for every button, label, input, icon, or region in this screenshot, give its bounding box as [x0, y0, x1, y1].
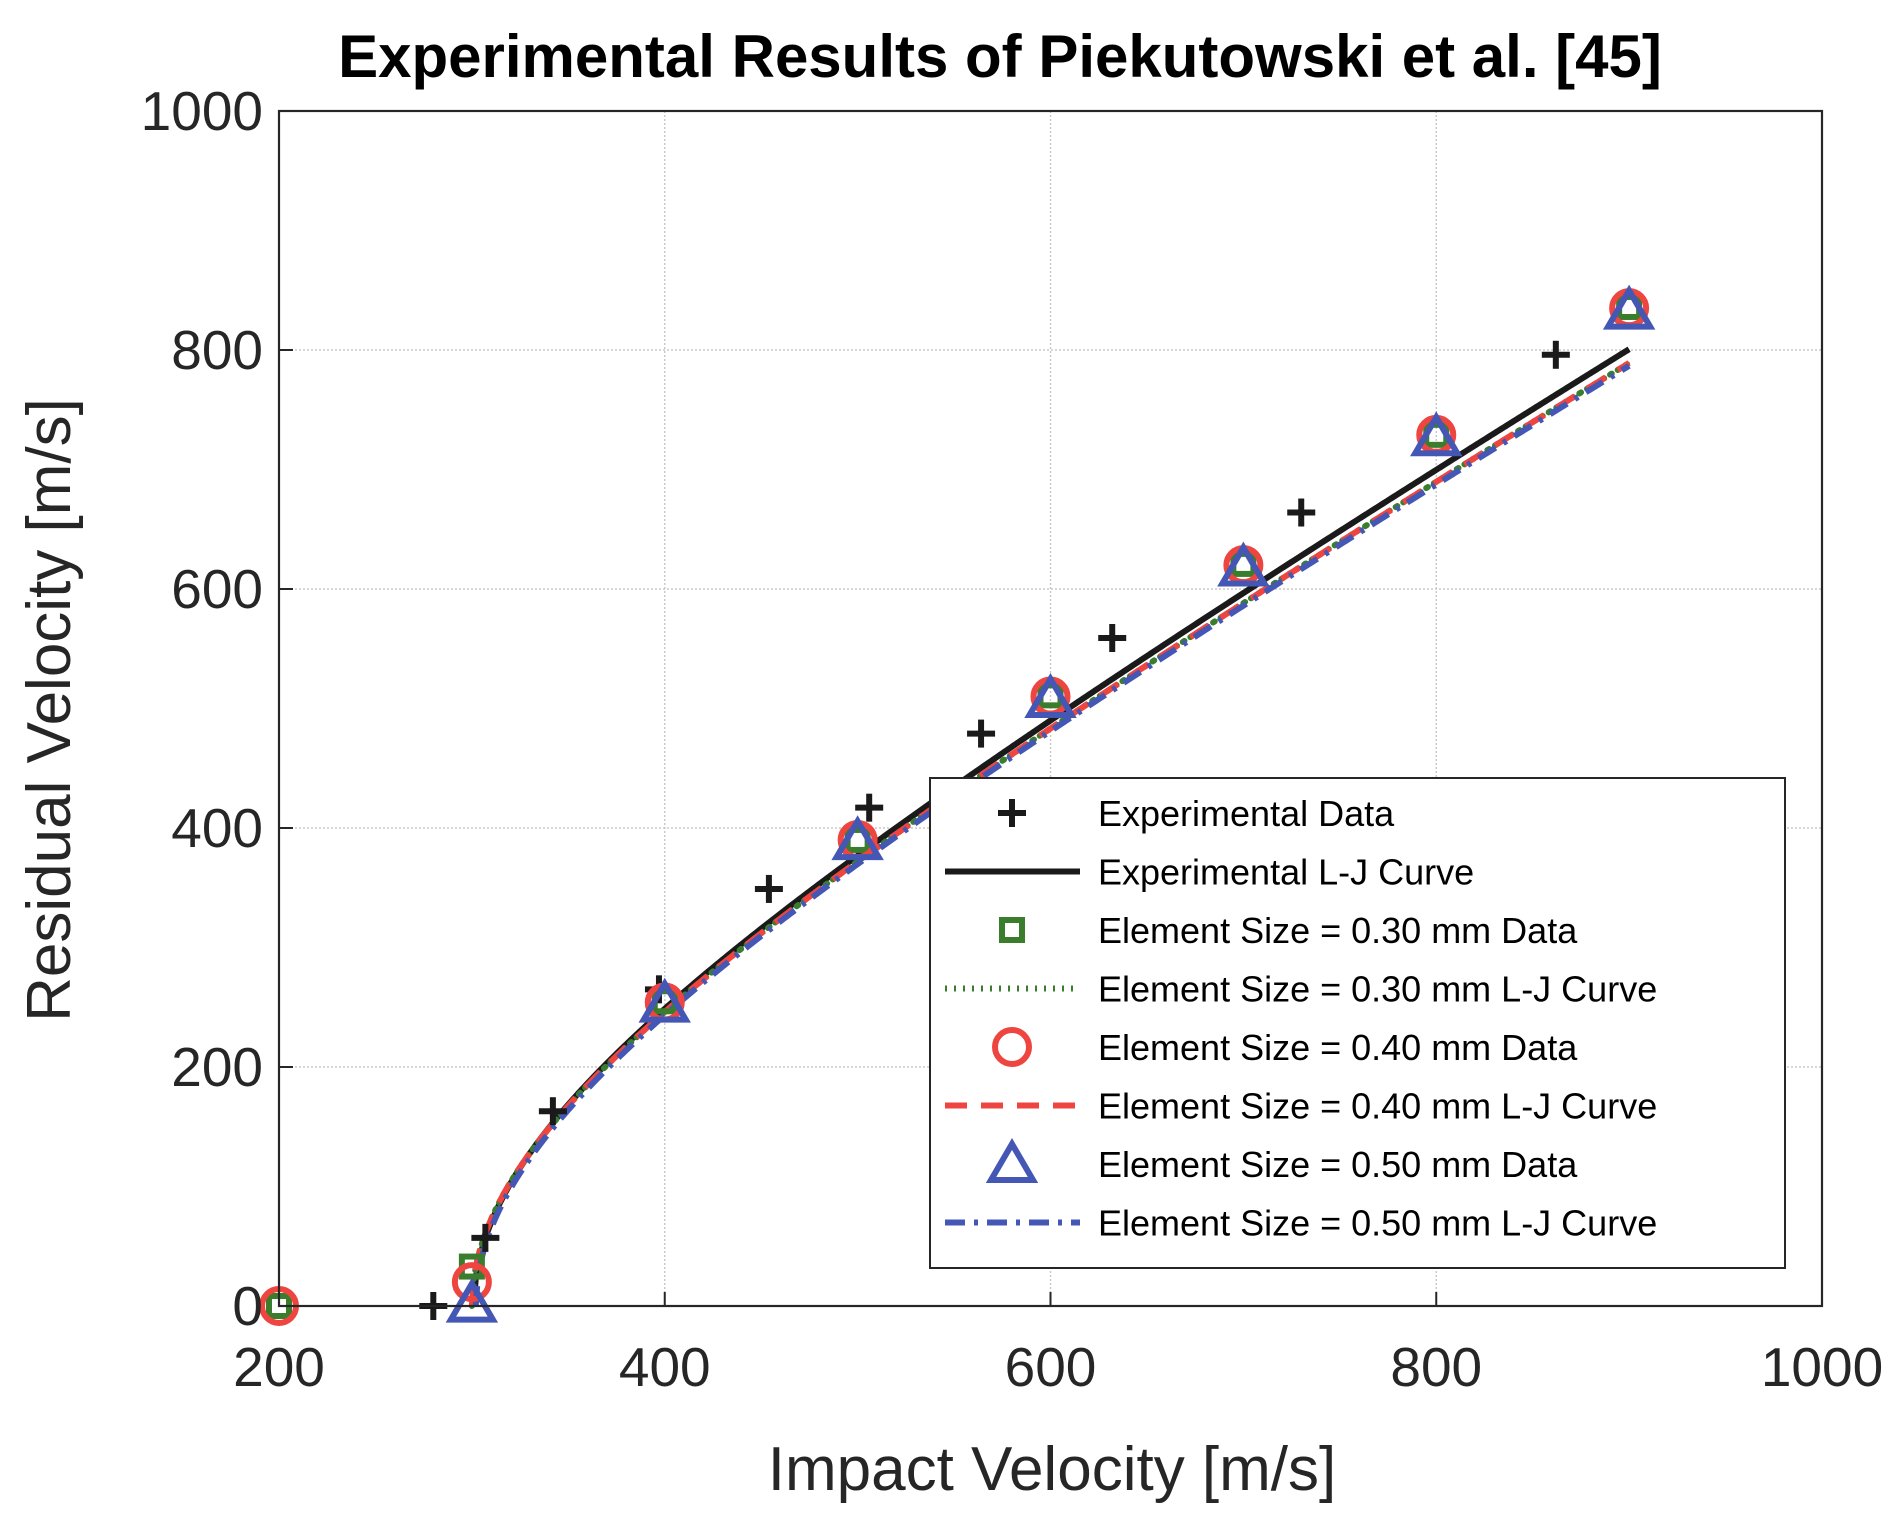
y-tick-label: 600 [171, 558, 263, 620]
x-tick-label: 600 [1005, 1336, 1097, 1398]
legend-item-6: Element Size = 0.50 mm Data [985, 1138, 1578, 1185]
legend-marker-4 [992, 1027, 1032, 1067]
data-point-6-1 [638, 977, 691, 1023]
x-tick-label: 400 [619, 1336, 711, 1398]
series-markers-0 [419, 340, 1570, 1320]
legend-item-5: Element Size = 0.40 mm L-J Curve [945, 1086, 1657, 1127]
legend-item-2: Element Size = 0.30 mm Data [999, 910, 1578, 951]
axes [277, 109, 1824, 1308]
legend-label-4: Element Size = 0.40 mm Data [1098, 1027, 1578, 1068]
data-point-6-0 [445, 1277, 499, 1323]
legend-label-5: Element Size = 0.40 mm L-J Curve [1098, 1086, 1657, 1127]
y-tick-label: 1000 [141, 80, 263, 142]
legend: Experimental Data Experimental L-J Curve E… [929, 777, 1786, 1269]
legend-label-3: Element Size = 0.30 mm L-J Curve [1098, 969, 1657, 1010]
y-tick-label: 400 [171, 797, 263, 859]
data-point-0-2 [538, 1097, 567, 1126]
data-point-0-8 [1541, 340, 1570, 369]
data-point-0-3 [754, 874, 783, 903]
y-tick-label: 200 [171, 1036, 263, 1098]
data-point-4-1 [451, 1262, 492, 1303]
data-point-0-5 [967, 719, 996, 748]
series-markers-6 [445, 284, 1656, 1323]
x-axis-label: Impact Velocity [m/s] [768, 1435, 1337, 1504]
chart-title: Experimental Results of Piekutowski et a… [338, 23, 1662, 90]
x-tick-label: 200 [233, 1336, 325, 1398]
data-point-0-4 [855, 793, 884, 822]
legend-marker-0 [998, 799, 1026, 827]
legend-label-7: Element Size = 0.50 mm L-J Curve [1098, 1203, 1657, 1244]
data-point-6-3 [1024, 672, 1077, 718]
legend-marker-6 [985, 1138, 1039, 1183]
data-point-0-6 [1098, 623, 1127, 652]
legend-label-0: Experimental Data [1098, 793, 1395, 834]
data-point-6-4 [1217, 541, 1270, 587]
data-point-6-6 [1602, 284, 1656, 330]
legend-item-1: Experimental L-J Curve [945, 852, 1474, 893]
data-point-0-7 [1287, 498, 1316, 527]
data-point-6-5 [1410, 411, 1463, 457]
legend-item-0: Experimental Data [998, 793, 1395, 834]
legend-marker-2 [999, 917, 1025, 943]
y-axis-label: Residual Velocity [m/s] [15, 398, 84, 1022]
data-point-0-1 [471, 1223, 500, 1252]
y-tick-label: 0 [232, 1275, 263, 1337]
data-point-6-2 [831, 815, 884, 861]
x-tick-label: 800 [1390, 1336, 1482, 1398]
legend-label-6: Element Size = 0.50 mm Data [1098, 1144, 1578, 1185]
legend-item-3: Element Size = 0.30 mm L-J Curve [945, 969, 1657, 1010]
legend-label-2: Element Size = 0.30 mm Data [1098, 910, 1578, 951]
legend-item-7: Element Size = 0.50 mm L-J Curve [945, 1203, 1657, 1244]
y-tick-label: 800 [171, 319, 263, 381]
legend-label-1: Experimental L-J Curve [1098, 852, 1474, 893]
legend-box [929, 777, 1786, 1269]
x-tick-label: 1000 [1761, 1336, 1883, 1398]
legend-item-4: Element Size = 0.40 mm Data [992, 1027, 1578, 1068]
